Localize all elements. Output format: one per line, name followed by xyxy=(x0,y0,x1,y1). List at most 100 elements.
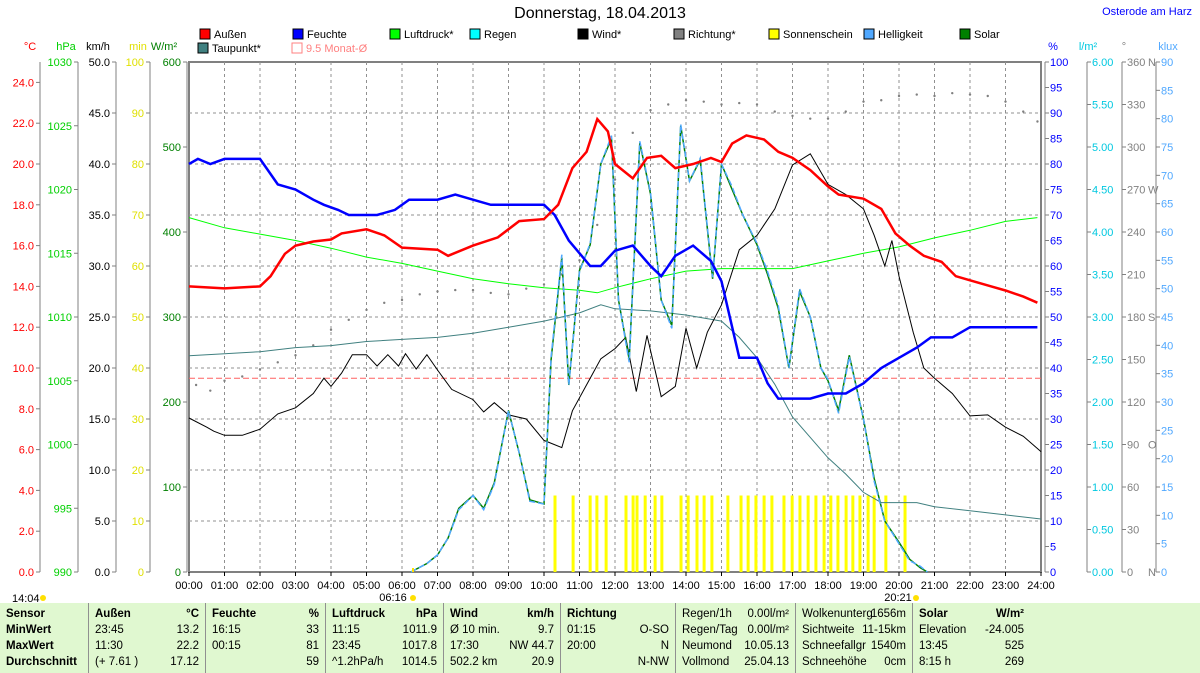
statistics-table: Sensor MinWert MaxWert Durchschnitt Außen °C 2… xyxy=(0,603,1200,673)
axis-unit-lux: klux xyxy=(1158,41,1178,53)
location-link[interactable]: Osterode am Harz xyxy=(1102,6,1192,18)
direction-point xyxy=(223,379,226,382)
legend-label: Solar xyxy=(974,29,1000,41)
axis-tick-label-temp: 16.0 xyxy=(13,241,34,253)
table-row: Schneehöhe 0cm xyxy=(796,654,912,670)
axis-tick-label-dir: 240 xyxy=(1127,227,1145,239)
table-cell-label: Durchschnitt xyxy=(6,656,77,668)
sunshine-bar xyxy=(866,495,870,572)
table-row: Wolkenunterg 1656m xyxy=(796,606,912,622)
axis-tick-label-sun: 50 xyxy=(132,312,144,324)
axis-unit-solar: W/m² xyxy=(151,41,178,53)
x-tick-label: 22:00 xyxy=(956,580,984,592)
table-row: Regen/Tag 0.00l/m² xyxy=(676,622,795,638)
axis-tick-label-hum: 25 xyxy=(1050,440,1062,452)
x-tick-label: 20:00 xyxy=(885,580,913,592)
axis-tick-label-press: 1005 xyxy=(48,376,72,388)
axis-tick-label-solar: 200 xyxy=(163,397,181,409)
sunshine-bar xyxy=(814,495,818,572)
compass-label: S xyxy=(1148,312,1155,324)
axis-tick-label-dir: 330 xyxy=(1127,100,1145,112)
direction-point xyxy=(241,375,244,378)
x-tick-label: 21:00 xyxy=(921,580,949,592)
sunshine-bar xyxy=(754,495,758,572)
table-row: 23:45 1017.8 xyxy=(326,638,443,654)
sunshine-bar xyxy=(851,495,855,572)
sunshine-bar xyxy=(604,495,608,572)
x-tick-label: 17:00 xyxy=(779,580,807,592)
direction-point xyxy=(258,368,262,371)
table-row: Luftdruck hPa xyxy=(326,606,443,622)
direction-point xyxy=(897,94,901,98)
sunrise-icon xyxy=(410,595,416,601)
sunset-icon xyxy=(913,595,919,601)
axis-tick-label-lux: 60 xyxy=(1161,227,1173,239)
table-row: MaxWert xyxy=(0,638,88,654)
axis-tick-label-rain: 0.50 xyxy=(1092,525,1113,537)
axis-tick-label-solar: 400 xyxy=(163,227,181,239)
sunshine-bar xyxy=(653,495,657,572)
legend-swatch xyxy=(673,28,685,40)
axis-tick-label-lux: 15 xyxy=(1161,482,1173,494)
table-column: Sensor MinWert MaxWert Durchschnitt xyxy=(0,603,88,673)
series-line-feuchte xyxy=(188,157,1038,400)
table-cell-value: 20.9 xyxy=(531,656,554,668)
table-cell-label: MaxWert xyxy=(6,640,54,652)
sunshine-bar xyxy=(726,495,730,572)
x-tick-label: 10:00 xyxy=(530,580,558,592)
sunshine-bar xyxy=(739,495,743,572)
table-cell-value: 1540m xyxy=(870,640,906,652)
sunshine-bar xyxy=(746,495,750,572)
axis-tick-label-wind: 5.0 xyxy=(95,516,110,528)
axis-tick-label-press: 1030 xyxy=(48,57,72,69)
axis-tick-label-wind: 30.0 xyxy=(89,261,110,273)
x-tick-label: 13:00 xyxy=(637,580,665,592)
direction-point xyxy=(702,100,705,103)
sunrise-marker xyxy=(412,568,414,572)
table-cell-label: 23:45 xyxy=(332,640,361,652)
sunshine-bar xyxy=(679,495,683,572)
axis-tick-label-lux: 25 xyxy=(1161,425,1173,437)
table-row: 17:30 NW 44.7 xyxy=(444,638,560,654)
sunshine-bar xyxy=(884,495,888,572)
x-tick-label: 16:00 xyxy=(743,580,771,592)
direction-point xyxy=(596,223,599,227)
axis-tick-label-hum: 40 xyxy=(1050,363,1062,375)
legend-swatch xyxy=(768,28,780,40)
direction-point xyxy=(454,288,457,292)
direction-point xyxy=(400,298,404,302)
axis-tick-label-press: 1025 xyxy=(48,121,72,133)
table-cell-label: Wolkenunterg xyxy=(802,608,873,620)
axis-tick-label-lux: 80 xyxy=(1161,114,1173,126)
axis-tick-label-wind: 45.0 xyxy=(89,108,110,120)
legend-swatch xyxy=(469,28,481,40)
direction-point xyxy=(791,114,794,118)
table-row: Elevation -24.005 xyxy=(913,622,1030,638)
table-cell-label: 20:00 xyxy=(567,640,596,652)
series-line-taupunkt xyxy=(188,304,1042,520)
direction-point xyxy=(844,110,847,113)
table-column: Richtung 01:15 O-SO 20:00 N N-NW xyxy=(560,603,675,673)
sunshine-bar xyxy=(762,495,766,572)
x-tick-label: 06:00 xyxy=(388,580,416,592)
axis-tick-label-dir: 270 xyxy=(1127,185,1145,197)
direction-point xyxy=(631,131,634,135)
direction-point xyxy=(986,94,989,98)
table-cell-value: W/m² xyxy=(995,608,1024,620)
axis-tick-label-dir: 120 xyxy=(1127,397,1145,409)
table-cell-value: 0.00l/m² xyxy=(747,624,789,636)
series-line-außen xyxy=(188,116,1038,304)
table-cell-value: 0.00l/m² xyxy=(747,608,789,620)
table-row: Regen/1h 0.00l/m² xyxy=(676,606,795,622)
axis-tick-label-dir: 30 xyxy=(1127,525,1139,537)
sunshine-bar xyxy=(836,495,840,572)
direction-point xyxy=(773,110,776,113)
sunshine-bar xyxy=(624,495,628,572)
direction-point xyxy=(365,308,368,312)
table-column: Außen °C 23:45 13.2 11:30 22.2 (+ 7.61 ) 17.12 xyxy=(88,603,205,673)
table-cell-value: hPa xyxy=(415,608,437,620)
axis-tick-label-dir: 90 xyxy=(1127,440,1139,452)
table-cell-label: Luftdruck xyxy=(332,608,386,620)
table-row: 16:15 33 xyxy=(206,622,325,638)
table-cell-label: 502.2 km xyxy=(450,656,498,668)
